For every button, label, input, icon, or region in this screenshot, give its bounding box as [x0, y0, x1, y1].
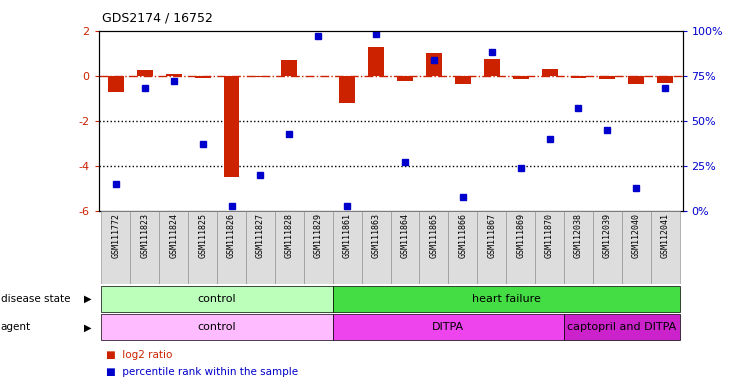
Text: DITPA: DITPA	[432, 322, 464, 333]
Bar	[361, 211, 391, 284]
Text: GSM111825: GSM111825	[198, 214, 207, 258]
Text: GSM111861: GSM111861	[342, 214, 352, 258]
Bar	[420, 211, 448, 284]
Text: GSM111828: GSM111828	[285, 214, 294, 258]
Bar	[108, 76, 124, 92]
Bar	[166, 74, 182, 76]
Bar	[333, 314, 564, 340]
Text: ■  log2 ratio: ■ log2 ratio	[106, 350, 172, 360]
Bar	[564, 314, 680, 340]
Bar	[195, 76, 210, 78]
Text: GSM111866: GSM111866	[458, 214, 467, 258]
Bar	[246, 211, 275, 284]
Text: GSM111772: GSM111772	[112, 214, 120, 258]
Bar	[650, 211, 680, 284]
Text: heart failure: heart failure	[472, 293, 541, 304]
Bar	[339, 76, 355, 103]
Bar	[333, 211, 361, 284]
Bar	[564, 211, 593, 284]
Text: control: control	[198, 322, 237, 333]
Text: GSM111863: GSM111863	[372, 214, 380, 258]
Text: GSM112039: GSM112039	[603, 214, 612, 258]
Text: GSM111824: GSM111824	[169, 214, 178, 258]
Text: GSM111827: GSM111827	[256, 214, 265, 258]
Text: control: control	[198, 293, 237, 304]
Bar	[657, 76, 673, 83]
Text: GDS2174 / 16752: GDS2174 / 16752	[102, 12, 213, 25]
Bar	[622, 211, 650, 284]
Bar	[506, 211, 535, 284]
Bar	[542, 69, 558, 76]
Bar	[304, 211, 333, 284]
Text: GSM111869: GSM111869	[516, 214, 525, 258]
Bar	[629, 76, 645, 84]
Bar	[397, 76, 413, 81]
Bar	[159, 211, 188, 284]
Bar	[448, 211, 477, 284]
Text: GSM112038: GSM112038	[574, 214, 583, 258]
Bar	[426, 53, 442, 76]
Text: GSM111865: GSM111865	[429, 214, 439, 258]
Bar	[281, 60, 297, 76]
Text: GSM111826: GSM111826	[227, 214, 236, 258]
Bar	[455, 76, 471, 84]
Bar	[217, 211, 246, 284]
Bar	[512, 76, 529, 79]
Bar	[333, 286, 680, 311]
Bar	[131, 211, 159, 284]
Text: GSM112040: GSM112040	[631, 214, 641, 258]
Text: GSM111867: GSM111867	[487, 214, 496, 258]
Bar	[101, 211, 131, 284]
Bar	[253, 76, 269, 77]
Bar	[101, 314, 333, 340]
Text: GSM111864: GSM111864	[401, 214, 410, 258]
Bar	[368, 46, 384, 76]
Bar	[535, 211, 564, 284]
Bar	[484, 59, 500, 76]
Text: disease state: disease state	[1, 293, 70, 304]
Text: GSM111823: GSM111823	[140, 214, 150, 258]
Bar	[223, 76, 239, 177]
Text: ▶: ▶	[84, 293, 91, 304]
Text: GSM112041: GSM112041	[661, 214, 669, 258]
Text: captopril and DITPA: captopril and DITPA	[567, 322, 677, 333]
Bar	[137, 70, 153, 76]
Bar	[188, 211, 217, 284]
Text: ▶: ▶	[84, 322, 91, 333]
Bar	[571, 76, 586, 78]
Bar	[275, 211, 304, 284]
Bar	[593, 211, 622, 284]
Bar	[477, 211, 506, 284]
Text: agent: agent	[1, 322, 31, 333]
Bar	[599, 76, 615, 79]
Text: GSM111829: GSM111829	[314, 214, 323, 258]
Bar	[391, 211, 420, 284]
Text: ■  percentile rank within the sample: ■ percentile rank within the sample	[106, 367, 298, 377]
Bar	[101, 286, 333, 311]
Text: GSM111870: GSM111870	[545, 214, 554, 258]
